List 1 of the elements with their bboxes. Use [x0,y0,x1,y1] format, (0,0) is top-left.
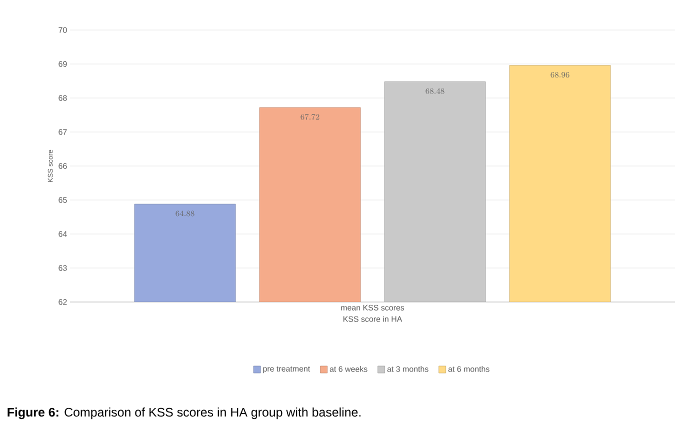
text: Figure 6: Comparison of KSS scores in HA group with baseline. [8,407,361,420]
